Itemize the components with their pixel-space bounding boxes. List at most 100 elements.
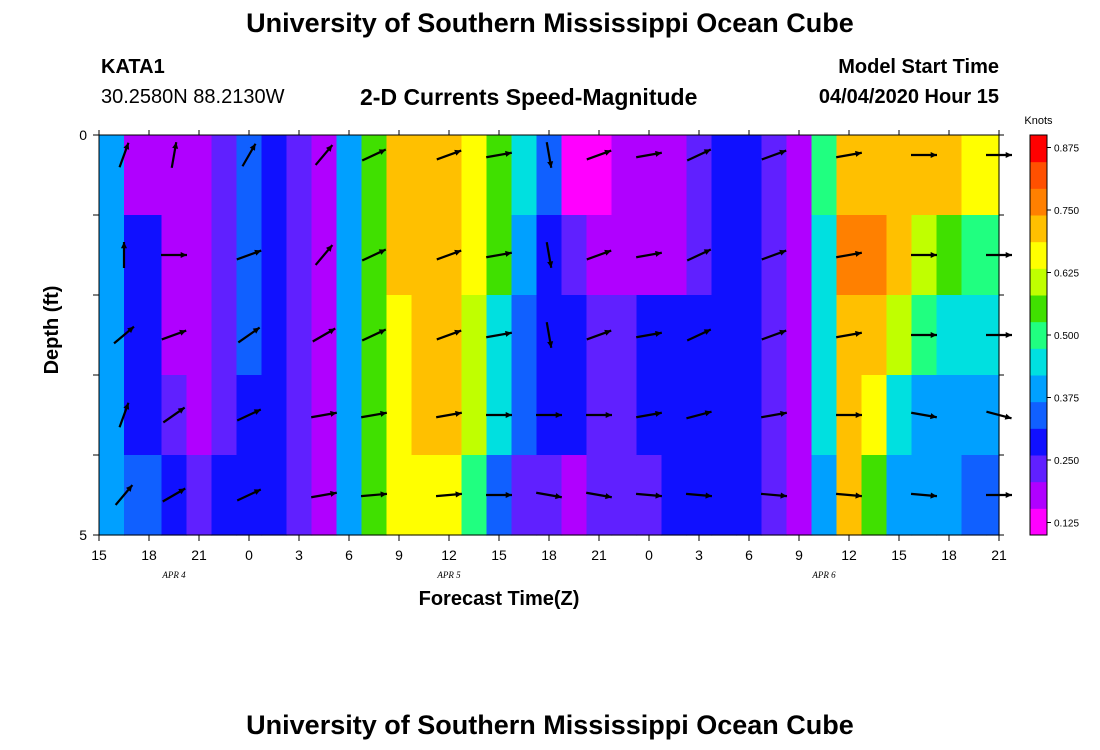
current-arrowhead (855, 492, 862, 499)
heatmap-cell (286, 135, 313, 216)
heatmap-cell (461, 455, 488, 536)
colorbar-segment (1030, 348, 1047, 376)
date-label: APR 4 (161, 570, 186, 580)
station-coords: 30.2580N 88.2130W (101, 86, 285, 108)
current-arrowhead (127, 326, 134, 334)
current-arrowhead (330, 490, 337, 497)
heatmap-cell (286, 375, 313, 456)
current-arrowhead (1005, 251, 1012, 259)
colorbar-segment (1030, 215, 1047, 243)
heatmap-cell (461, 215, 488, 296)
heatmap-cell (886, 375, 913, 456)
heatmap-cell (986, 375, 1000, 456)
heatmap-cell (511, 375, 538, 456)
heatmap-cell (986, 135, 1000, 216)
heatmap-cell (536, 135, 563, 216)
heatmap-cell (961, 295, 988, 376)
heatmap-cell (886, 215, 913, 296)
current-arrowhead (1005, 491, 1012, 499)
heatmap-cell (211, 375, 238, 456)
current-arrowhead (655, 330, 662, 337)
x-tick-label: 3 (295, 547, 303, 563)
heatmap-cell (124, 215, 163, 296)
heatmap-cell (261, 295, 288, 376)
heatmap-cell (711, 455, 738, 536)
heatmap-cell (511, 215, 538, 296)
heatmap-cell (786, 295, 813, 376)
current-arrowhead (254, 249, 262, 256)
heatmap-cell (661, 135, 688, 216)
x-tick-label: 18 (141, 547, 157, 563)
heatmap-cell (861, 135, 888, 216)
current-arrowhead (505, 330, 512, 337)
heatmap-cell (486, 135, 513, 216)
heatmap-cell (336, 375, 363, 456)
heatmap-cell (461, 375, 488, 456)
heatmap-cell (336, 455, 363, 536)
current-arrowhead (177, 407, 185, 414)
x-tick-label: 15 (491, 547, 507, 563)
current-arrowhead (454, 329, 462, 336)
heatmap-cell (861, 455, 888, 536)
heatmap-cell (124, 135, 163, 216)
current-arrowhead (780, 410, 787, 417)
x-tick-label: 0 (245, 547, 253, 563)
heatmap-cell (611, 375, 638, 456)
x-tick-label: 21 (191, 547, 207, 563)
colorbar-tick-label: 0.375 (1054, 394, 1079, 405)
heatmap-cell (99, 455, 125, 536)
heatmap-cell (561, 375, 588, 456)
heatmap-cell (411, 295, 438, 376)
current-arrowhead (704, 410, 712, 417)
heatmap-cell (861, 295, 888, 376)
heatmap-cell (936, 455, 963, 536)
current-arrowhead (655, 150, 662, 157)
current-arrowhead (555, 493, 562, 500)
current-arrowhead (547, 261, 554, 268)
heatmap-cell (586, 135, 613, 216)
heatmap-cell (261, 375, 288, 456)
x-tick-label: 18 (941, 547, 957, 563)
current-arrowhead (605, 493, 612, 500)
footer-title: University of Southern Mississippi Ocean… (246, 710, 854, 740)
current-arrowhead (380, 410, 387, 417)
heatmap-cell (211, 295, 238, 376)
current-arrowhead (779, 149, 787, 156)
heatmap-cell (461, 295, 488, 376)
colorbar-segment (1030, 188, 1047, 216)
heatmap-cell (636, 135, 663, 216)
current-arrowhead (655, 250, 662, 257)
heatmap-cell (786, 135, 813, 216)
heatmap-cell (286, 455, 313, 536)
current-arrowhead (780, 492, 787, 499)
x-tick-label: 21 (991, 547, 1007, 563)
current-arrowhead (855, 150, 862, 157)
current-arrowhead (172, 142, 179, 149)
colorbar-segment (1030, 428, 1047, 456)
heatmap-cell (811, 455, 838, 536)
heatmap-cell (611, 135, 638, 216)
heatmap-cell (886, 455, 913, 536)
heatmap-cell (836, 135, 863, 216)
heatmap-cell (861, 215, 888, 296)
current-arrowhead (604, 329, 612, 336)
heatmap-cell (811, 215, 838, 296)
current-arrowhead (930, 251, 937, 259)
colorbar-tick-label: 0.250 (1054, 456, 1079, 467)
current-arrowhead (855, 250, 862, 257)
current-arrowhead (547, 161, 554, 168)
heatmap-cell (411, 215, 438, 296)
colorbar-tick-label: 0.750 (1054, 206, 1079, 217)
heatmap-cell (211, 135, 238, 216)
heatmap-cell (311, 135, 338, 216)
current-arrowhead (325, 145, 333, 152)
colorbar-tick-label: 0.125 (1054, 519, 1079, 530)
current-arrowhead (703, 249, 711, 255)
heatmap-cell (786, 215, 813, 296)
current-arrowhead (253, 409, 261, 415)
current-arrowhead (655, 492, 662, 499)
current-arrowhead (328, 328, 336, 335)
colorbar-segment (1030, 401, 1047, 429)
y-tick-label: 0 (79, 127, 87, 143)
